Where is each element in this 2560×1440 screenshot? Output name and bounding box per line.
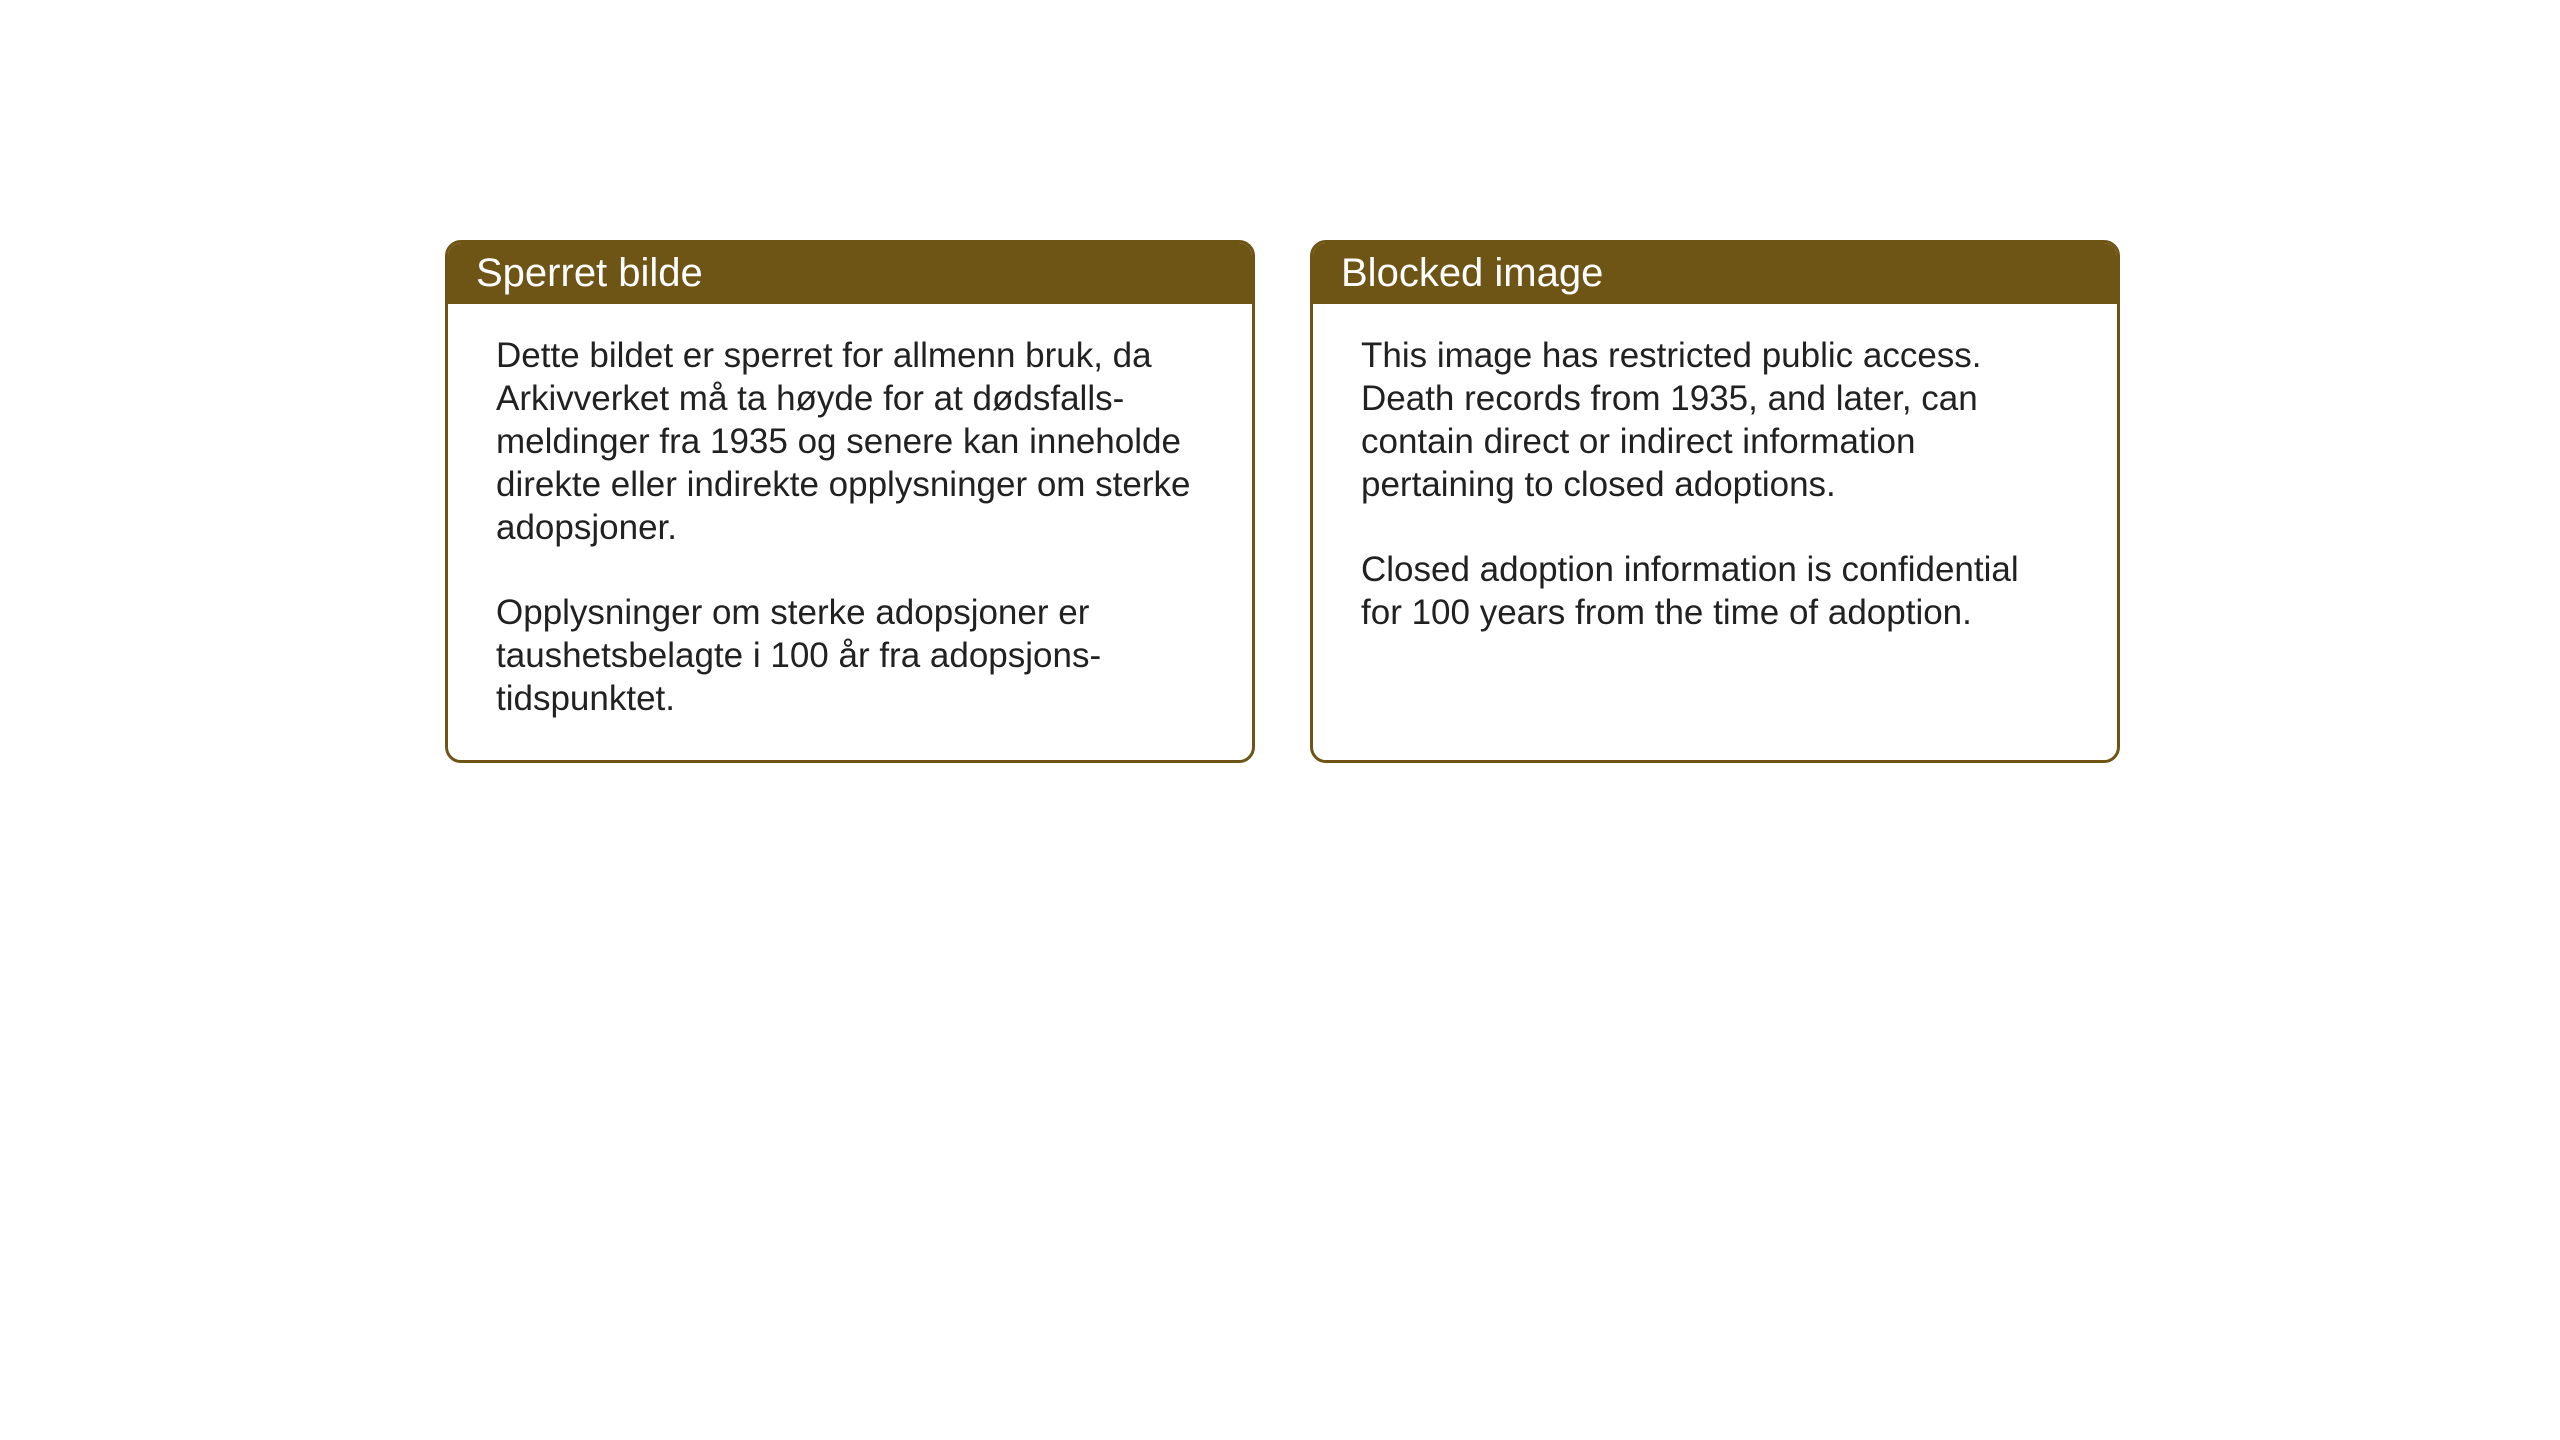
notice-card-english: Blocked image This image has restricted …	[1310, 240, 2120, 763]
card-paragraph: Opplysninger om sterke adopsjoner er tau…	[496, 591, 1204, 720]
card-paragraph: This image has restricted public access.…	[1361, 334, 2069, 506]
notice-card-norwegian: Sperret bilde Dette bildet er sperret fo…	[445, 240, 1255, 763]
card-body-norwegian: Dette bildet er sperret for allmenn bruk…	[448, 304, 1252, 760]
card-body-english: This image has restricted public access.…	[1313, 304, 2117, 749]
notice-cards-container: Sperret bilde Dette bildet er sperret fo…	[445, 240, 2120, 763]
card-paragraph: Dette bildet er sperret for allmenn bruk…	[496, 334, 1204, 549]
card-header-norwegian: Sperret bilde	[448, 243, 1252, 304]
card-header-english: Blocked image	[1313, 243, 2117, 304]
card-paragraph: Closed adoption information is confident…	[1361, 548, 2069, 634]
